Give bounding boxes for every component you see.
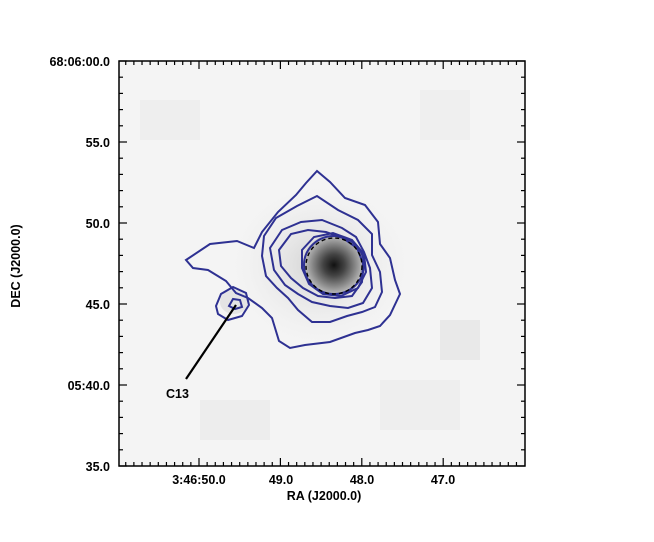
contour-level-2 (260, 194, 384, 323)
y-tick-label-3: 45.0 (86, 298, 110, 312)
x-tick-label-0: 3:46:50.0 (172, 473, 226, 487)
y-tick-label-4: 05:40.0 (68, 379, 110, 393)
c13-emission (220, 290, 248, 314)
contour-level-3 (268, 218, 374, 310)
y-axis-title: DEC (J2000.0) (9, 224, 23, 307)
y-tick-label-1: 55.0 (86, 136, 110, 150)
contour-level-5 (301, 231, 368, 298)
x-tick-labels: 3:46:50.0 49.0 48.0 47.0 (172, 473, 455, 487)
x-axis-title: RA (J2000.0) (287, 489, 362, 503)
bright-source (303, 234, 365, 296)
y-tick-labels: 68:06:00.0 55.0 50.0 45.0 05:40.0 35.0 (50, 55, 111, 474)
grayscale-image (119, 61, 525, 466)
contour-layer (184, 169, 402, 350)
tick-marks (119, 60, 525, 467)
plot-frame (118, 60, 526, 467)
y-tick-label-2: 50.0 (86, 217, 110, 231)
c13-pointer-line (185, 304, 237, 380)
contour-dashed (305, 237, 363, 295)
y-tick-label-0: 68:06:00.0 (50, 55, 111, 69)
annotation-c13: C13 (166, 387, 189, 401)
contour-c13-outer (214, 285, 251, 322)
y-tick-label-5: 35.0 (86, 460, 110, 474)
x-tick-label-2: 48.0 (350, 473, 374, 487)
x-tick-label-1: 49.0 (269, 473, 293, 487)
contour-level-1 (184, 169, 402, 350)
x-tick-label-3: 47.0 (431, 473, 455, 487)
